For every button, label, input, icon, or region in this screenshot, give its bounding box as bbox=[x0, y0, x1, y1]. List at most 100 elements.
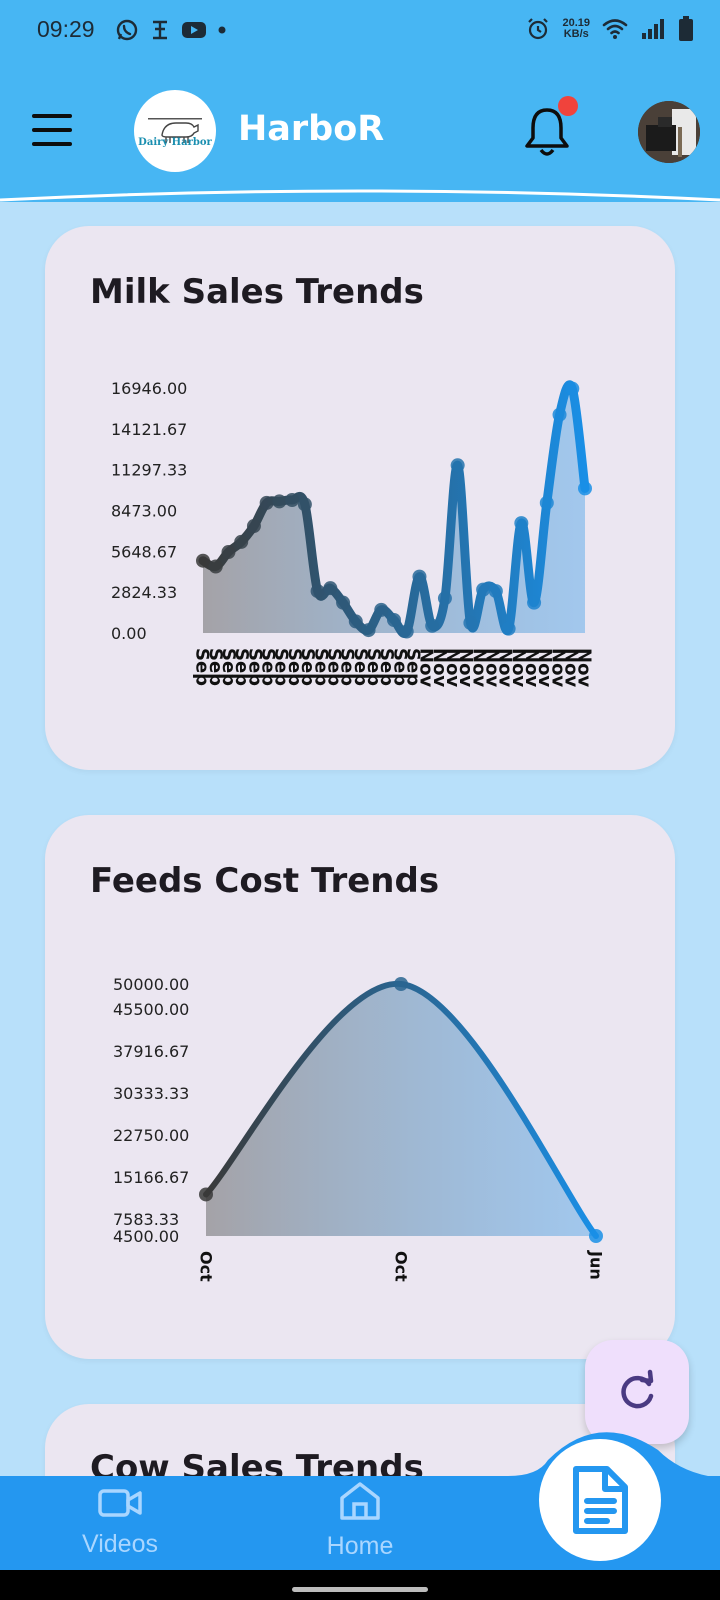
data-point[interactable] bbox=[578, 481, 592, 496]
y-tick-label: 11297.33 bbox=[111, 461, 187, 480]
video-camera-icon bbox=[98, 1489, 142, 1517]
data-point[interactable] bbox=[394, 977, 408, 991]
data-point[interactable] bbox=[399, 624, 414, 639]
y-tick-label: 14121.67 bbox=[111, 420, 187, 439]
net-speed: 20.19 KB/s bbox=[562, 17, 590, 40]
data-point[interactable] bbox=[565, 381, 580, 396]
feeds-cost-chart: 50000.00 45500.00 37916.67 30333.33 22750.00… bbox=[113, 975, 605, 1282]
x-tick-label: Sep bbox=[363, 648, 384, 686]
data-point[interactable] bbox=[463, 615, 478, 630]
battery-icon bbox=[679, 16, 693, 41]
data-point[interactable] bbox=[246, 519, 261, 534]
whatsapp-icon bbox=[116, 19, 138, 41]
x-tick-label: Sep bbox=[231, 648, 252, 686]
app-icon bbox=[153, 20, 167, 40]
home-icon bbox=[340, 1482, 380, 1520]
y-tick-label: 4500.00 bbox=[113, 1227, 179, 1246]
data-point[interactable] bbox=[589, 1229, 603, 1243]
data-point[interactable] bbox=[488, 584, 503, 599]
documents-button[interactable] bbox=[539, 1439, 661, 1561]
data-point[interactable] bbox=[387, 612, 401, 627]
data-point[interactable] bbox=[234, 534, 249, 549]
x-tick-label: Sep bbox=[337, 648, 358, 686]
data-point[interactable] bbox=[323, 581, 338, 596]
x-tick-label: Nov bbox=[561, 648, 582, 687]
data-point[interactable] bbox=[285, 492, 300, 507]
x-tick-label: Sep bbox=[389, 648, 410, 686]
data-point[interactable] bbox=[501, 621, 516, 636]
x-tick-label: Sep bbox=[323, 648, 344, 686]
data-point[interactable] bbox=[208, 559, 223, 574]
data-point[interactable] bbox=[297, 497, 312, 512]
menu-icon bbox=[32, 114, 72, 118]
wifi-icon bbox=[602, 19, 628, 39]
x-tick-label: Sep bbox=[258, 648, 279, 686]
data-point[interactable] bbox=[425, 618, 440, 633]
status-time: 09:29 bbox=[37, 16, 95, 42]
y-tick-label: 0.00 bbox=[111, 624, 147, 643]
x-tick-label: Sep bbox=[271, 648, 292, 686]
refresh-icon bbox=[621, 1369, 654, 1409]
feeds-cost-card: Feeds Cost Trends 50000.00 45500.00 37916.… bbox=[45, 815, 675, 1359]
refresh-button[interactable] bbox=[585, 1340, 689, 1444]
data-point[interactable] bbox=[199, 1187, 213, 1202]
milk-sales-card: Milk Sales Trends 16946.00 14121.67 11297.… bbox=[45, 226, 675, 770]
x-tick-label: Nov bbox=[416, 648, 437, 687]
alarm-icon bbox=[528, 18, 549, 40]
data-point[interactable] bbox=[272, 494, 287, 509]
x-tick-label: Sep bbox=[244, 648, 265, 686]
nav-home-label: Home bbox=[326, 1532, 394, 1560]
data-point[interactable] bbox=[361, 623, 376, 638]
x-tick-label: Sep bbox=[205, 648, 226, 686]
x-tick-label: Sep bbox=[297, 648, 318, 686]
x-tick-label: Nov bbox=[429, 648, 450, 687]
nav-home[interactable]: Home bbox=[300, 1476, 420, 1561]
data-point[interactable] bbox=[437, 591, 452, 606]
data-point[interactable] bbox=[450, 458, 465, 473]
bell-icon[interactable] bbox=[522, 104, 572, 160]
x-tick-label: Nov bbox=[481, 648, 502, 687]
notification-dot bbox=[558, 96, 578, 116]
x-tick-label: Sep bbox=[284, 648, 305, 686]
milk-sales-chart: 16946.00 14121.67 11297.33 8473.00 5648.67 28… bbox=[111, 379, 595, 687]
y-tick-label: 30333.33 bbox=[113, 1084, 189, 1103]
data-point[interactable] bbox=[336, 595, 351, 610]
data-point[interactable] bbox=[348, 614, 363, 629]
dot-icon bbox=[218, 26, 226, 34]
gesture-handle[interactable] bbox=[292, 1587, 428, 1592]
menu-button[interactable] bbox=[32, 114, 72, 146]
y-tick-label: 16946.00 bbox=[111, 379, 187, 398]
data-point[interactable] bbox=[310, 584, 325, 599]
y-tick-label: 5648.67 bbox=[111, 542, 177, 561]
system-nav-bar bbox=[0, 1570, 720, 1600]
x-tick-label: Nov bbox=[442, 648, 463, 687]
x-tick-label: Nov bbox=[521, 648, 542, 687]
avatar[interactable] bbox=[638, 101, 700, 163]
data-point[interactable] bbox=[221, 545, 236, 560]
x-tick-label: Oct bbox=[196, 1251, 215, 1282]
x-tick-label: Nov bbox=[534, 648, 555, 687]
nav-videos[interactable]: Videos bbox=[60, 1476, 180, 1559]
data-point[interactable] bbox=[196, 553, 210, 568]
x-tick-label: Nov bbox=[455, 648, 476, 687]
data-point[interactable] bbox=[514, 516, 529, 531]
data-point[interactable] bbox=[552, 407, 567, 422]
x-tick-label: Sep bbox=[310, 648, 331, 686]
area-fill bbox=[206, 983, 596, 1236]
data-point[interactable] bbox=[539, 495, 554, 510]
x-tick-label: Nov bbox=[468, 648, 489, 687]
avatar-photo-icon bbox=[638, 101, 700, 163]
data-point[interactable] bbox=[527, 595, 542, 610]
data-point[interactable] bbox=[374, 602, 389, 617]
x-tick-label: Sep bbox=[350, 648, 371, 686]
nav-videos-label: Videos bbox=[82, 1530, 158, 1558]
data-point[interactable] bbox=[259, 495, 274, 510]
signal-icon bbox=[642, 19, 664, 39]
x-tick-label: Sep bbox=[376, 648, 397, 686]
y-tick-label: 15166.67 bbox=[113, 1168, 189, 1187]
app-logo[interactable]: Dairy Harbor bbox=[134, 90, 216, 172]
data-point[interactable] bbox=[476, 582, 491, 597]
document-icon bbox=[573, 1466, 628, 1534]
data-point[interactable] bbox=[412, 569, 427, 584]
cow-logo-icon bbox=[148, 118, 202, 143]
